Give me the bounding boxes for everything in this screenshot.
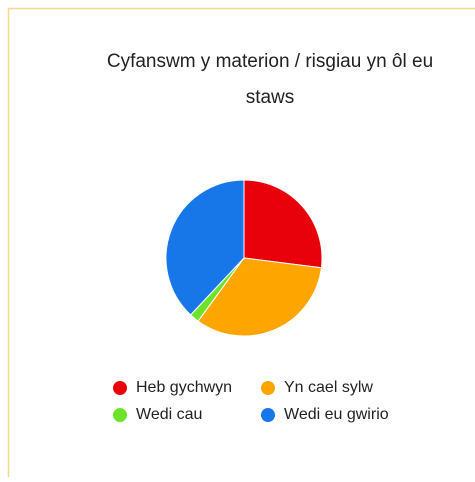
legend-label: Heb gychwyn xyxy=(136,379,232,396)
legend-marker xyxy=(261,381,275,395)
legend-label: Wedi cau xyxy=(136,406,202,423)
chart-title: staws xyxy=(246,87,295,108)
legend-label: Wedi eu gwirio xyxy=(284,406,389,423)
legend-marker xyxy=(113,408,127,422)
legend-marker xyxy=(113,381,127,395)
legend-marker xyxy=(261,408,275,422)
legend-label: Yn cael sylw xyxy=(284,379,373,396)
chart-title: Cyfanswm y materion / risgiau yn ôl eu xyxy=(107,51,433,72)
